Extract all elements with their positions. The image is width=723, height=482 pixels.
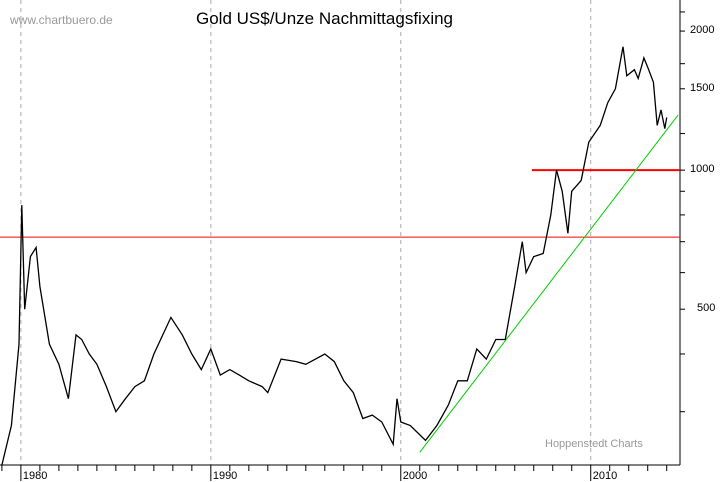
x-tick-label: 2000 xyxy=(402,470,428,482)
watermark: www.chartbuero.de xyxy=(10,13,113,27)
y-tick-label: 2000 xyxy=(690,24,715,37)
x-tick-label: 1990 xyxy=(212,470,238,482)
x-tick-label: 2010 xyxy=(592,470,618,482)
trend-line xyxy=(419,114,679,453)
y-tick-label: 1500 xyxy=(690,81,715,94)
y-tick-label: 500 xyxy=(697,302,716,315)
x-tick-label: 1980 xyxy=(22,470,48,482)
chart-title: Gold US$/Unze Nachmittagsfixing xyxy=(196,9,454,28)
chart-credit: Hoppenstedt Charts xyxy=(545,438,643,450)
price-series-line xyxy=(1,46,668,466)
y-tick-label: 1000 xyxy=(690,163,715,176)
